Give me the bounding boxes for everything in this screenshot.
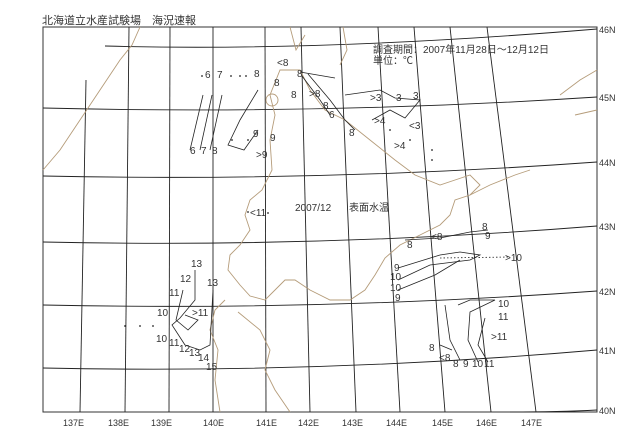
lat-label: 45N — [599, 93, 616, 103]
contour-label: 3 — [413, 91, 419, 102]
contour-label: 6 — [329, 110, 335, 121]
contour-label: 8 — [212, 146, 218, 157]
contour-label: 7 — [217, 70, 223, 81]
contour-label: 10 — [157, 308, 169, 319]
contour-label: 11 — [169, 288, 180, 299]
contour-label: 8 — [482, 222, 488, 233]
contour-label: >10 — [505, 253, 522, 264]
lat-line-46n — [104, 28, 598, 48]
contour-labels-west: 13 12 13 11 10 >11 10 11 12 13 14 15 — [156, 259, 219, 373]
map-date: 2007/12 — [295, 203, 332, 214]
contour-label: 9 — [485, 231, 491, 242]
unit-label: 単位：℃ — [373, 54, 413, 67]
lat-line-42n — [42, 290, 598, 307]
contour-label: >11 — [192, 308, 209, 319]
lon-label: 138E — [108, 418, 129, 428]
lat-line-44n — [42, 161, 598, 178]
contour-label: 6 — [190, 146, 196, 157]
map-header-title: 北海道立水産試験場 海況速報 — [42, 14, 196, 27]
survey-period: 調査期間：2007年11月28日～12月12日 — [373, 43, 549, 56]
lat-line-40n — [509, 409, 598, 413]
contour-label: 10 — [472, 359, 484, 370]
contour-label: 12 — [179, 344, 191, 355]
contour-labels-east: 8 9 <8 8 >10 9 10 10 9 10 11 >11 8 <8 8 … — [390, 222, 522, 370]
contour-labels-north: 6 7 8 <8 8 8 8 >8 8 6 8 9 9 >9 6 7 8 >3 … — [190, 58, 421, 219]
contour-label: 13 — [189, 348, 201, 359]
contour-label: 8 — [323, 101, 329, 112]
lon-label: 146E — [476, 418, 497, 428]
lon-label: 139E — [151, 418, 172, 428]
contour-label: 10 — [156, 334, 168, 345]
contour-label: 8 — [407, 240, 413, 251]
contour-label: <3 — [409, 121, 421, 132]
lon-label: 141E — [256, 418, 277, 428]
lon-label: 145E — [432, 418, 453, 428]
contour-label: >4 — [374, 116, 386, 127]
lat-line-43n — [42, 225, 598, 244]
contour-label: 10 — [390, 272, 402, 283]
lat-label: 40N — [599, 406, 616, 416]
contour-label: 8 — [429, 343, 435, 354]
contour-lines — [171, 71, 511, 363]
lon-label: 144E — [386, 418, 407, 428]
latitude-tick-labels: 46N 45N 44N 43N 42N 41N 40N — [599, 25, 616, 416]
contour-label: 9 — [463, 359, 469, 370]
contour-label: <8 — [431, 232, 443, 243]
contour-label: 9 — [395, 293, 401, 304]
contour-label: 14 — [198, 353, 210, 364]
contour-label: 6 — [205, 70, 211, 81]
lon-label: 143E — [342, 418, 363, 428]
lat-label: 42N — [599, 287, 616, 297]
lon-label: 147E — [521, 418, 542, 428]
lat-line-45n — [42, 96, 598, 111]
contour-label: >11 — [491, 332, 508, 343]
contour-label: 13 — [207, 278, 219, 289]
contour-label: 13 — [191, 259, 203, 270]
lon-label: 142E — [298, 418, 319, 428]
contour-label: 10 — [498, 299, 510, 310]
contour-label: 8 — [453, 359, 459, 370]
contour-label: 8 — [274, 78, 280, 89]
contour-label: >9 — [256, 150, 268, 161]
contour-label: <8 — [277, 58, 289, 69]
contour-label: 9 — [394, 263, 400, 274]
contour-label: 9 — [253, 129, 259, 140]
longitude-tick-labels: 137E 138E 139E 140E 141E 142E 143E 144E … — [63, 418, 542, 428]
contour-label: <11 — [250, 208, 267, 219]
contour-label: 8 — [297, 69, 303, 80]
contour-label: 9 — [270, 133, 276, 144]
map-variable: 表面水温 — [349, 201, 389, 214]
station-dots — [124, 75, 433, 327]
contour-label: 8 — [254, 69, 260, 80]
contour-label: 8 — [291, 90, 297, 101]
lat-label: 43N — [599, 222, 616, 232]
longitude-lines — [79, 26, 537, 413]
contour-label: 3 — [396, 93, 402, 104]
lat-label: 44N — [599, 158, 616, 168]
contour-label: 11 — [498, 312, 509, 323]
lon-label: 140E — [203, 418, 224, 428]
coastline — [42, 26, 598, 413]
contour-label: 11 — [169, 338, 180, 349]
lon-label: 137E — [63, 418, 84, 428]
contour-label: >8 — [309, 89, 321, 100]
contour-label: 12 — [180, 274, 192, 285]
map-frame — [42, 26, 598, 413]
contour-label: >3 — [370, 93, 382, 104]
contour-label: 7 — [201, 146, 207, 157]
contour-label: 11 — [484, 359, 495, 370]
lat-label: 41N — [599, 346, 616, 356]
contour-label: 10 — [390, 283, 402, 294]
lat-line-41n — [42, 349, 598, 370]
latitude-lines — [42, 28, 598, 413]
contour-label: 8 — [349, 128, 355, 139]
contour-label: <8 — [439, 353, 451, 364]
lat-label: 46N — [599, 25, 616, 35]
contour-label: >4 — [394, 141, 406, 152]
contour-label: 15 — [206, 362, 218, 373]
